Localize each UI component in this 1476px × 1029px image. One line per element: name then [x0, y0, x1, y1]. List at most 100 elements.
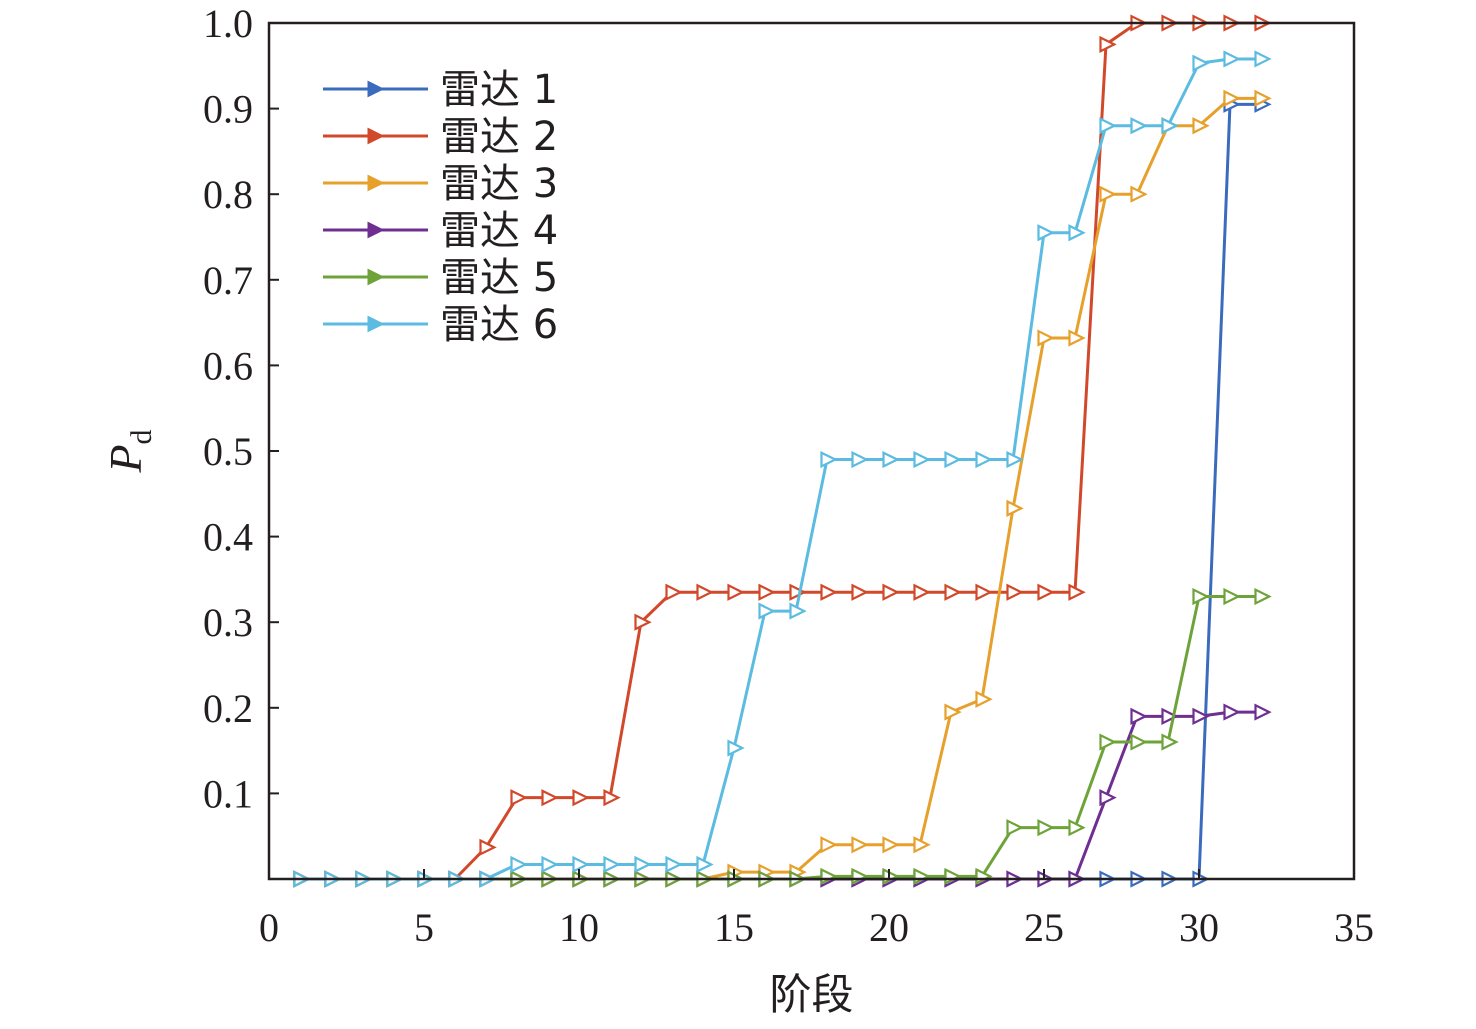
data-point: [727, 739, 745, 757]
data-point: [975, 690, 993, 708]
data-point: [1037, 224, 1055, 242]
data-point: [1006, 499, 1024, 517]
y-tick-label: 1.0: [203, 1, 253, 46]
data-point: [1254, 89, 1272, 107]
data-point: [944, 450, 962, 469]
x-axis: 0 5 10 15 20 25 30 35: [259, 869, 1374, 950]
data-point: [851, 450, 869, 469]
legend-marker: [367, 174, 385, 192]
y-axis-title-sub: d: [125, 429, 158, 444]
x-tick-label: 30: [1179, 905, 1219, 950]
series-line: [300, 595, 1261, 881]
x-axis-title: 阶段: [769, 970, 853, 1019]
data-point: [541, 789, 559, 807]
data-point: [820, 836, 838, 854]
data-point: [510, 789, 528, 807]
data-point: [913, 450, 931, 469]
legend-marker: [367, 127, 385, 145]
data-point: [1161, 707, 1179, 725]
legend-label: 雷达 5: [440, 255, 558, 301]
y-axis-title: Pd: [100, 429, 158, 473]
data-point: [851, 836, 869, 854]
legend-item: 雷达 4: [323, 208, 558, 254]
data-point: [1254, 703, 1272, 721]
data-point: [1037, 329, 1055, 347]
y-tick-label: 0.4: [203, 515, 253, 560]
data-point: [820, 583, 838, 601]
data-point: [1068, 583, 1086, 601]
data-point: [1068, 329, 1086, 347]
data-point: [758, 602, 776, 620]
legend-marker: [367, 80, 385, 98]
x-tick-label: 35: [1334, 905, 1374, 950]
legend-item: 雷达 3: [323, 161, 558, 207]
data-point: [882, 450, 900, 469]
data-point: [882, 583, 900, 601]
data-point: [789, 602, 807, 620]
data-point: [1192, 117, 1210, 135]
legend-item: 雷达 2: [323, 114, 558, 160]
data-point: [1037, 583, 1055, 601]
legend-item: 雷达 6: [323, 302, 558, 348]
legend: 雷达 1雷达 2雷达 3雷达 4雷达 5雷达 6: [323, 67, 558, 348]
series-4: [293, 703, 1272, 888]
y-axis: 0.1 0.2 0.3 0.4 0.5 0.6 0.7 0.8 0.9 1.0: [203, 1, 279, 816]
data-point: [913, 583, 931, 601]
legend-marker: [367, 315, 385, 333]
data-point: [1161, 117, 1179, 135]
data-point: [634, 855, 652, 874]
data-point: [665, 583, 683, 601]
y-tick-label: 0.5: [203, 429, 253, 474]
data-point: [789, 583, 807, 601]
legend-label: 雷达 4: [440, 208, 558, 254]
data-point: [696, 583, 714, 601]
data-point: [1068, 224, 1086, 242]
data-point: [1099, 733, 1117, 751]
legend-label: 雷达 1: [440, 67, 558, 113]
data-point: [479, 838, 497, 856]
data-point: [1192, 587, 1210, 606]
data-point: [1192, 54, 1210, 72]
data-point: [634, 613, 652, 631]
data-point: [1223, 89, 1241, 107]
x-tick-label: 5: [414, 905, 434, 950]
data-point: [1099, 185, 1117, 203]
y-tick-label: 0.7: [203, 258, 253, 303]
data-point: [1006, 450, 1024, 469]
data-point: [1099, 35, 1117, 53]
data-point: [944, 583, 962, 601]
legend-item: 雷达 5: [323, 255, 558, 301]
x-tick-label: 25: [1024, 905, 1064, 950]
data-point: [882, 836, 900, 854]
x-tick-label: 0: [259, 905, 279, 950]
y-tick-label: 0.3: [203, 600, 253, 645]
legend-label: 雷达 2: [440, 114, 558, 160]
data-point: [1006, 583, 1024, 601]
data-point: [944, 703, 962, 721]
data-point: [975, 450, 993, 469]
data-point: [975, 583, 993, 601]
x-tick-label: 20: [869, 905, 909, 950]
data-point: [603, 789, 621, 807]
data-point: [758, 583, 776, 601]
data-point: [1099, 789, 1117, 807]
y-tick-label: 0.9: [203, 87, 253, 132]
legend-item: 雷达 1: [323, 67, 558, 113]
data-point: [1254, 50, 1272, 68]
data-point: [1254, 587, 1272, 606]
data-point: [1130, 707, 1148, 725]
legend-marker: [367, 268, 385, 286]
data-point: [1037, 819, 1055, 837]
legend-label: 雷达 3: [440, 161, 558, 207]
data-point: [1130, 185, 1148, 203]
y-tick-label: 0.2: [203, 686, 253, 731]
data-point: [665, 855, 683, 874]
data-point: [1006, 819, 1024, 837]
series-5: [293, 587, 1272, 888]
legend-marker: [367, 221, 385, 239]
data-point: [1130, 117, 1148, 135]
data-point: [1223, 587, 1241, 606]
data-point: [820, 450, 838, 469]
x-tick-label: 10: [559, 905, 599, 950]
